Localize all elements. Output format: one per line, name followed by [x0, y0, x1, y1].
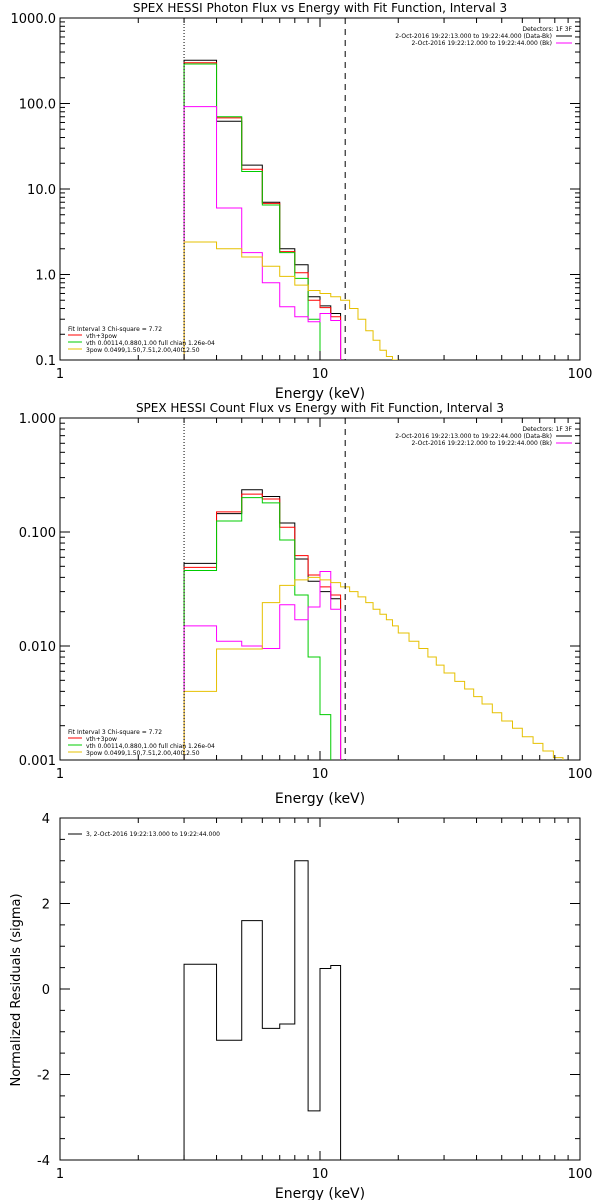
residuals-panel: Energy (keV) Normalized Residuals (sigma… — [9, 812, 593, 1202]
photon-flux-series-3-step — [183, 106, 342, 360]
residuals-series-0-step — [183, 860, 342, 1160]
residuals-ytick-label: 2 — [42, 898, 50, 913]
count-flux-xtick-label: 1 — [56, 767, 64, 782]
count-flux-fit-vth3pow: vth+3pow — [86, 736, 117, 743]
photon-flux-fit-3pow: 3pow 0.0499,1.50,7.51,2.00,400,2.50 — [86, 347, 200, 354]
count-flux-panel: SPEX HESSI Count Flux vs Energy with Fit… — [19, 401, 593, 807]
photon-flux-xlabel: Energy (keV) — [275, 386, 365, 402]
count-flux-fit-3pow: 3pow 0.0499,1.50,7.51,2.00,400,2.50 — [86, 750, 200, 757]
count-flux-xtick-label: 100 — [568, 767, 593, 782]
photon-flux-ytick-label: 1.0 — [35, 269, 56, 284]
photon-flux-ytick-label: 0.1 — [35, 354, 56, 369]
count-flux-xlabel: Energy (keV) — [275, 791, 365, 807]
count-flux-series-4-step — [183, 576, 564, 760]
photon-flux-fit-vth3pow: vth+3pow — [86, 333, 117, 340]
photon-flux-ytick-label: 100.0 — [19, 98, 56, 113]
residuals-data-layer — [183, 860, 342, 1160]
residuals-xtick-label: 100 — [568, 1167, 593, 1182]
photon-flux-legend-data-bk: 2-Oct-2016 19:22:13.000 to 19:22:44.000 … — [395, 33, 552, 40]
residuals-xtick-label: 10 — [312, 1167, 329, 1182]
residuals-xtick-label: 1 — [56, 1167, 64, 1182]
photon-flux-series-0-step — [183, 59, 342, 360]
photon-flux-series-4-step — [183, 241, 399, 360]
residuals-ytick-label: 4 — [42, 812, 50, 827]
count-flux-title: SPEX HESSI Count Flux vs Energy with Fit… — [136, 401, 504, 415]
photon-flux-data-layer — [183, 59, 399, 360]
photon-flux-panel: SPEX HESSI Photon Flux vs Energy with Fi… — [11, 1, 593, 402]
photon-flux-xtick-label: 10 — [312, 367, 329, 382]
residuals-ylabel: Normalized Residuals (sigma) — [9, 893, 24, 1086]
photon-flux-series-2-step — [183, 63, 321, 360]
count-flux-ytick-label: 0.001 — [19, 754, 56, 769]
residuals-xlabel: Energy (keV) — [275, 1186, 365, 1200]
count-flux-series-3-step — [183, 571, 342, 760]
residuals-ytick-label: 0 — [42, 983, 50, 998]
photon-flux-fit-heading: Fit Interval 3 Chi-square = 7.72 — [68, 326, 162, 333]
count-flux-ytick-label: 1.000 — [19, 412, 56, 427]
residuals-ytick-label: -4 — [37, 1154, 50, 1169]
count-flux-series-0-step — [183, 489, 342, 760]
photon-flux-series-1-step — [183, 62, 342, 360]
count-flux-legend-data-bk: 2-Oct-2016 19:22:13.000 to 19:22:44.000 … — [395, 433, 552, 440]
count-flux-xtick-label: 10 — [312, 767, 329, 782]
residuals-legend-interval: 3, 2-Oct-2016 19:22:13.000 to 19:22:44.0… — [86, 831, 220, 838]
photon-flux-xtick-label: 100 — [568, 367, 593, 382]
count-flux-data-layer — [183, 489, 564, 760]
photon-flux-ytick-label: 1000.0 — [11, 12, 57, 27]
photon-flux-title: SPEX HESSI Photon Flux vs Energy with Fi… — [133, 1, 507, 15]
count-flux-series-2-step — [183, 497, 332, 760]
count-flux-ytick-label: 0.010 — [19, 640, 56, 655]
photon-flux-ytick-label: 10.0 — [27, 183, 56, 198]
count-flux-series-1-step — [183, 493, 342, 760]
count-flux-fit-heading: Fit Interval 3 Chi-square = 7.72 — [68, 729, 162, 736]
photon-flux-legend-bk: 2-Oct-2016 19:22:12.000 to 19:22:44.000 … — [412, 40, 553, 47]
photon-flux-fit-vth: vth 0.00114,0.880,1.00 full chian 1.26e-… — [86, 340, 215, 347]
photon-flux-legend-heading: Detectors: 1F 3F — [522, 26, 572, 33]
count-flux-legend-bk: 2-Oct-2016 19:22:12.000 to 19:22:44.000 … — [412, 440, 553, 447]
photon-flux-xtick-label: 1 — [56, 367, 64, 382]
count-flux-legend-heading: Detectors: 1F 3F — [522, 426, 572, 433]
residuals-ytick-label: -2 — [37, 1069, 50, 1084]
count-flux-ytick-label: 0.100 — [19, 526, 56, 541]
count-flux-fit-vth: vth 0.00114,0.880,1.00 full chian 1.26e-… — [86, 743, 215, 750]
